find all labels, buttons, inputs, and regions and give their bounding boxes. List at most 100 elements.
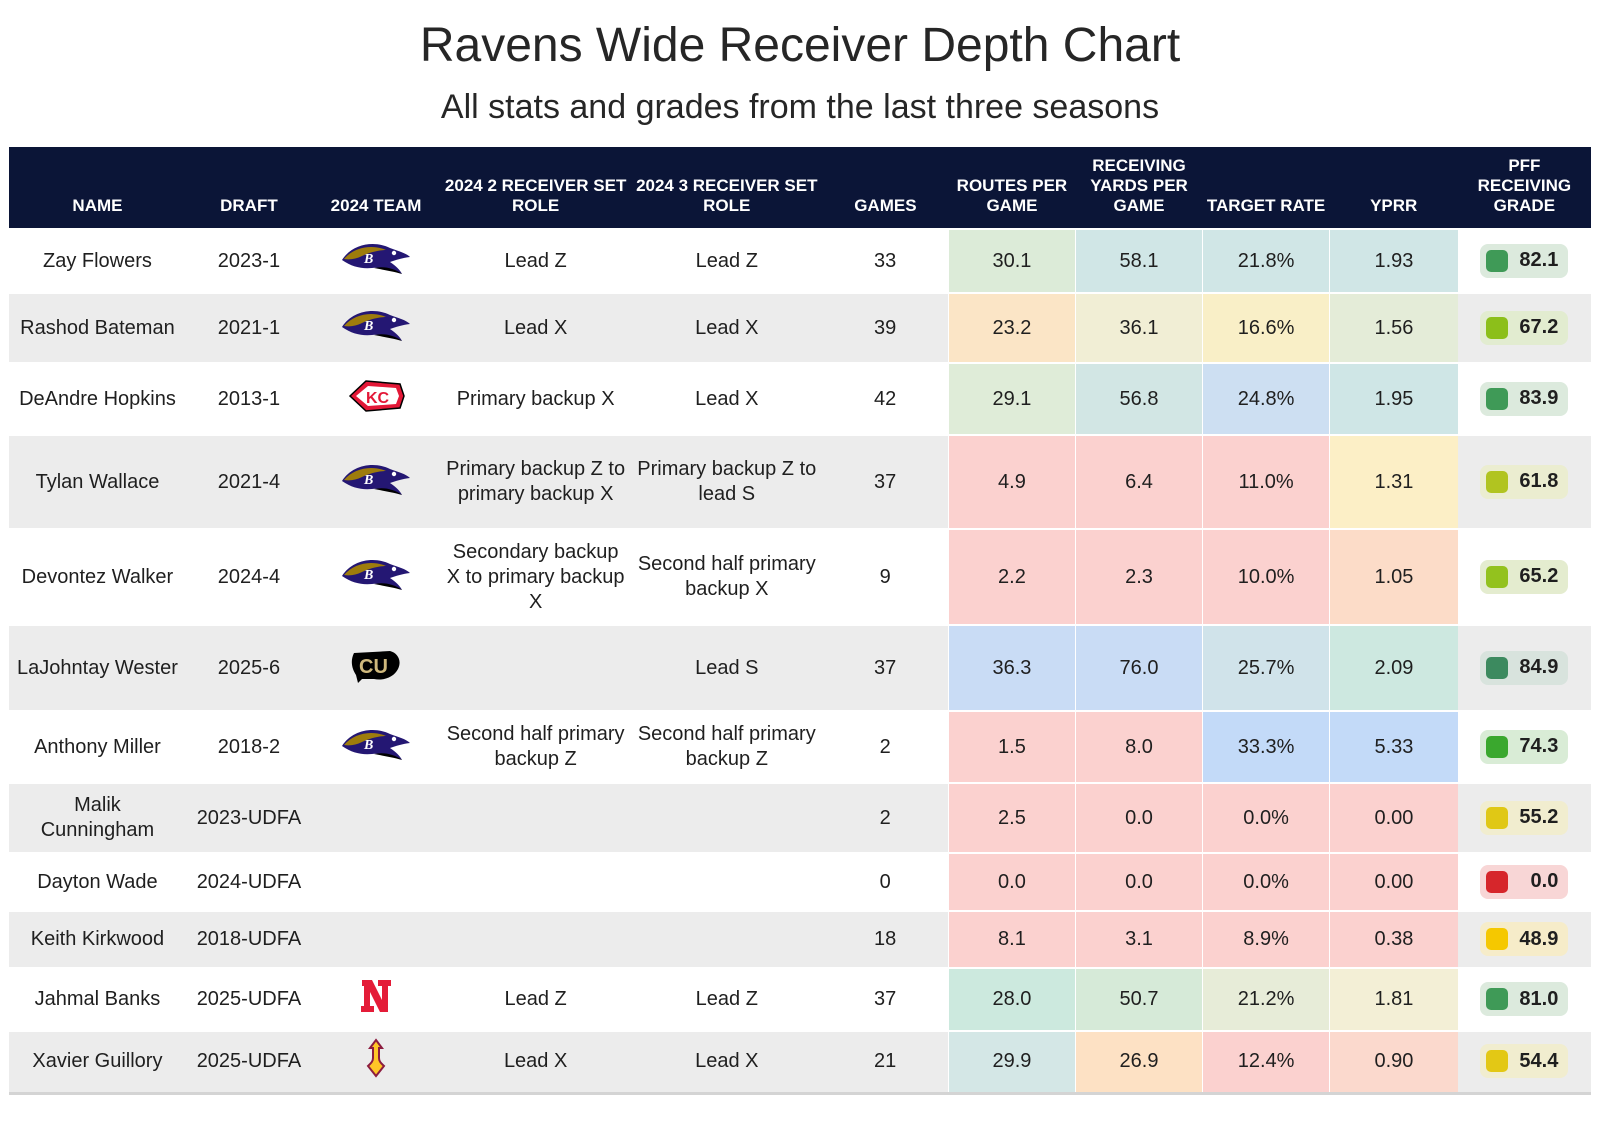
- col-header-grade[interactable]: PFF RECEIVING GRADE: [1457, 147, 1591, 229]
- player-name-cell: DeAndre Hopkins: [9, 362, 186, 436]
- yprr-cell: 1.81: [1329, 967, 1458, 1032]
- ravens-logo: B: [340, 305, 412, 352]
- nebraska-logo: [358, 976, 394, 1023]
- draft-cell: 2025-UDFA: [185, 1030, 312, 1095]
- team-logo-cell: [311, 852, 441, 912]
- role-2wr-cell: Lead X: [440, 1030, 632, 1095]
- svg-text:KC: KC: [366, 390, 390, 407]
- team-logo-cell: B: [311, 228, 441, 294]
- games-cell: 37: [822, 624, 949, 712]
- yards-cell: 8.0: [1074, 710, 1203, 784]
- ravens-logo: B: [340, 724, 412, 771]
- grade-badge: 61.8: [1480, 464, 1569, 499]
- role-2wr-cell: [440, 782, 632, 854]
- player-name-cell: Tylan Wallace: [9, 434, 186, 530]
- role-3wr-cell: [631, 910, 823, 969]
- grade-badge: 48.9: [1480, 922, 1569, 956]
- role-2wr-cell: Lead Z: [440, 228, 632, 294]
- grade-value: 54.4: [1519, 1049, 1559, 1072]
- draft-cell: 2025-6: [185, 624, 312, 712]
- role-3wr-cell: [631, 782, 823, 854]
- col-header-yprr[interactable]: YPRR: [1329, 147, 1458, 229]
- player-name-cell: Dayton Wade: [9, 852, 186, 912]
- yprr-cell: 1.56: [1329, 292, 1458, 364]
- target-rate-cell: 0.0%: [1202, 852, 1330, 912]
- grade-color-swatch: [1486, 470, 1509, 493]
- routes-cell: 29.9: [947, 1030, 1076, 1095]
- grade-color-swatch: [1486, 928, 1509, 950]
- svg-text:B: B: [363, 738, 373, 753]
- table-row: Tylan Wallace 2021-4 B Primary backup Z to …: [9, 434, 1591, 530]
- yprr-cell: 0.90: [1329, 1030, 1458, 1095]
- routes-cell: 2.5: [947, 782, 1076, 854]
- routes-cell: 4.9: [947, 434, 1076, 530]
- grade-badge: 74.3: [1480, 729, 1569, 764]
- games-cell: 37: [822, 967, 949, 1032]
- yards-cell: 0.0: [1074, 782, 1203, 854]
- routes-cell: 8.1: [947, 910, 1076, 969]
- ravens-logo: B: [340, 238, 412, 285]
- grade-value: 67.2: [1519, 316, 1559, 338]
- col-header-role3[interactable]: 2024 3 RECEIVER SET ROLE: [631, 147, 823, 229]
- draft-cell: 2018-2: [185, 710, 312, 784]
- routes-cell: 28.0: [947, 967, 1076, 1032]
- table-row: Jahmal Banks 2025-UDFA Lead Z Lead Z 37 28.0 5…: [9, 967, 1591, 1032]
- team-logo-cell: B: [311, 292, 441, 364]
- col-header-draft[interactable]: DRAFT: [185, 147, 312, 229]
- grade-badge: 84.9: [1480, 650, 1569, 685]
- games-cell: 21: [822, 1030, 949, 1095]
- routes-cell: 30.1: [947, 228, 1076, 294]
- routes-cell: 0.0: [947, 852, 1076, 912]
- target-rate-cell: 11.0%: [1202, 434, 1330, 530]
- team-logo-cell: KC: [311, 362, 441, 436]
- team-logo-cell: B: [311, 528, 441, 626]
- grade-color-swatch: [1486, 656, 1509, 679]
- grade-cell: 61.8: [1457, 434, 1591, 530]
- yards-cell: 58.1: [1074, 228, 1203, 294]
- team-logo-cell: B: [311, 434, 441, 530]
- grade-cell: 65.2: [1457, 528, 1591, 626]
- team-logo-cell: [311, 967, 441, 1032]
- target-rate-cell: 0.0%: [1202, 782, 1330, 854]
- draft-cell: 2013-1: [185, 362, 312, 436]
- grade-value: 48.9: [1519, 927, 1559, 950]
- target-rate-cell: 10.0%: [1202, 528, 1330, 626]
- grade-cell: 0.0: [1457, 852, 1591, 912]
- target-rate-cell: 16.6%: [1202, 292, 1330, 364]
- col-header-routes[interactable]: ROUTES PER GAME: [948, 147, 1076, 229]
- role-3wr-cell: Lead Z: [631, 967, 823, 1032]
- grade-cell: 55.2: [1457, 782, 1591, 854]
- role-2wr-cell: [440, 624, 632, 712]
- col-header-yards[interactable]: RECEIVING YARDS PER GAME: [1075, 147, 1203, 229]
- draft-cell: 2024-4: [185, 528, 312, 626]
- grade-value: 74.3: [1519, 735, 1559, 757]
- team-logo-cell: [311, 782, 441, 854]
- svg-text:B: B: [363, 473, 373, 488]
- role-3wr-cell: Lead Z: [631, 228, 823, 294]
- player-name-cell: Anthony Miller: [9, 710, 186, 784]
- grade-color-swatch: [1486, 735, 1509, 758]
- col-header-games[interactable]: GAMES: [822, 147, 949, 229]
- player-name-cell: LaJohntay Wester: [9, 624, 186, 712]
- yards-cell: 0.0: [1074, 852, 1203, 912]
- role-2wr-cell: [440, 852, 632, 912]
- draft-cell: 2025-UDFA: [185, 967, 312, 1032]
- yprr-cell: 1.93: [1329, 228, 1458, 294]
- grade-value: 55.2: [1519, 806, 1559, 828]
- player-name-cell: Malik Cunningham: [9, 782, 186, 854]
- col-header-role2[interactable]: 2024 2 RECEIVER SET ROLE: [440, 147, 632, 229]
- col-header-name[interactable]: NAME: [9, 147, 186, 229]
- draft-cell: 2023-UDFA: [185, 782, 312, 854]
- grade-cell: 54.4: [1457, 1030, 1591, 1095]
- player-name-cell: Jahmal Banks: [9, 967, 186, 1032]
- yards-cell: 26.9: [1074, 1030, 1203, 1095]
- col-header-team[interactable]: 2024 TEAM: [311, 147, 441, 229]
- yprr-cell: 2.09: [1329, 624, 1458, 712]
- target-rate-cell: 33.3%: [1202, 710, 1330, 784]
- table-row: Anthony Miller 2018-2 B Second half primary…: [9, 710, 1591, 784]
- grade-color-swatch: [1486, 806, 1509, 829]
- yards-cell: 76.0: [1074, 624, 1203, 712]
- grade-value: 0.0: [1530, 870, 1559, 892]
- svg-text:B: B: [363, 319, 373, 334]
- col-header-target[interactable]: TARGET RATE: [1202, 147, 1330, 229]
